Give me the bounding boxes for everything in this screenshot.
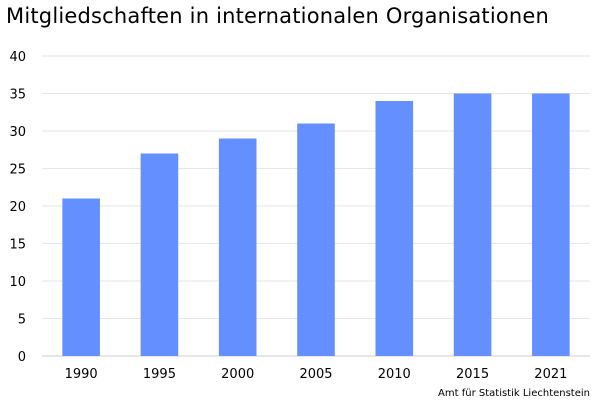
bar-1990 bbox=[62, 198, 100, 356]
bar-1995 bbox=[140, 153, 179, 356]
y-tick-label: 5 bbox=[18, 313, 26, 328]
x-tick-label: 2021 bbox=[534, 367, 567, 382]
bar-2015 bbox=[453, 93, 492, 356]
bars bbox=[62, 93, 570, 356]
source-note: Amt für Statistik Liechtenstein bbox=[438, 388, 590, 399]
x-axis-ticks: 1990 1995 2000 2005 2010 2015 2021 bbox=[65, 367, 568, 382]
bar-2021 bbox=[532, 93, 570, 356]
y-tick-label: 25 bbox=[9, 163, 26, 178]
x-tick-label: 2015 bbox=[456, 367, 489, 382]
y-tick-label: 35 bbox=[9, 88, 26, 103]
x-tick-label: 1990 bbox=[65, 367, 98, 382]
x-tick-label: 2010 bbox=[378, 367, 411, 382]
x-tick-label: 1995 bbox=[143, 367, 176, 382]
bar-2005 bbox=[297, 123, 335, 356]
y-tick-label: 10 bbox=[9, 275, 26, 290]
chart-title: Mitgliedschaften in internationalen Orga… bbox=[6, 4, 550, 28]
y-tick-label: 40 bbox=[9, 50, 26, 65]
y-tick-label: 15 bbox=[9, 238, 26, 253]
bar-2010 bbox=[375, 101, 414, 356]
bar-2000 bbox=[218, 138, 257, 356]
x-tick-label: 2000 bbox=[221, 367, 254, 382]
x-tick-label: 2005 bbox=[299, 367, 332, 382]
y-tick-label: 0 bbox=[18, 350, 26, 365]
y-tick-label: 20 bbox=[9, 200, 26, 215]
y-tick-label: 30 bbox=[9, 125, 26, 140]
y-axis-ticks: 0 5 10 15 20 25 30 35 40 bbox=[9, 50, 26, 365]
